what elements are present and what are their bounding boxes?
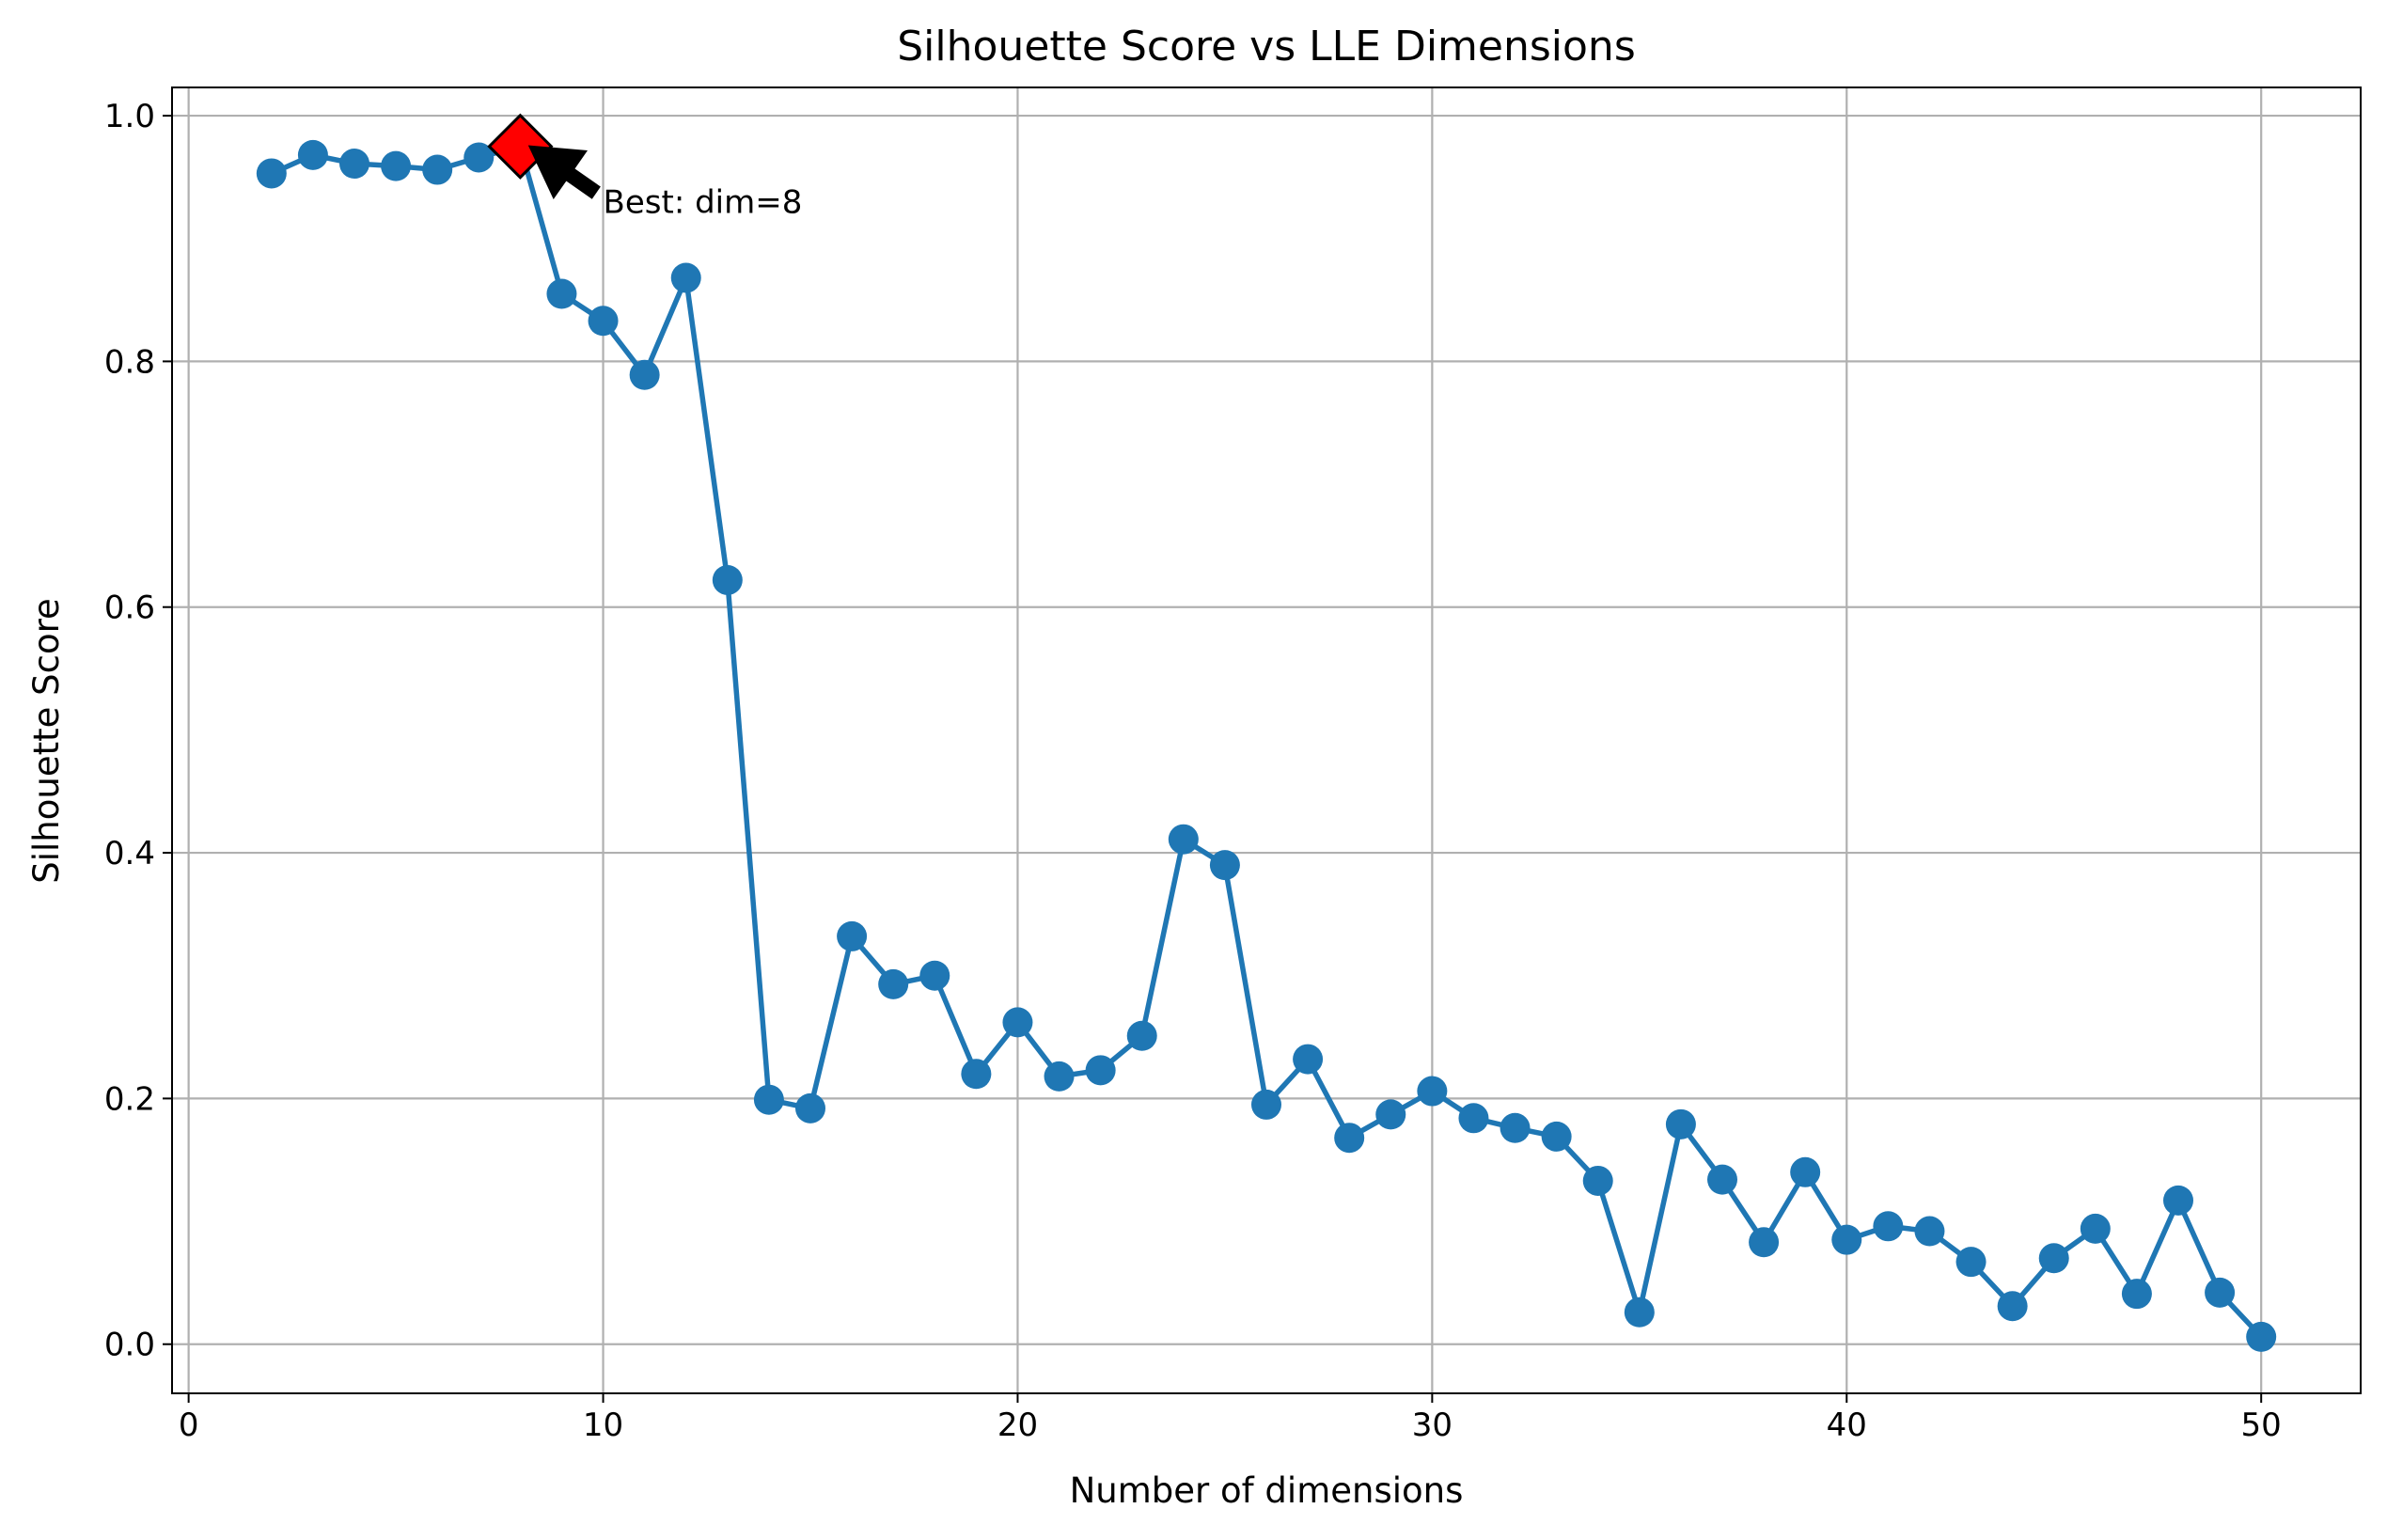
grid [172, 87, 2361, 1393]
data-point [1582, 1165, 1613, 1196]
data-point [1873, 1211, 1904, 1242]
y-tick-label: 0.4 [104, 835, 155, 872]
data-point [1665, 1108, 1696, 1139]
data-point [2205, 1277, 2236, 1308]
data-point [712, 564, 743, 595]
data-point [546, 278, 577, 309]
data-point [1997, 1291, 2028, 1322]
data-point [588, 306, 619, 337]
data-point [1458, 1103, 1489, 1134]
data-point [878, 968, 909, 999]
data-point [2080, 1213, 2111, 1244]
data-point [1375, 1099, 1406, 1130]
plot-area-frame [171, 86, 2362, 1394]
y-tick-label: 0.6 [104, 589, 155, 627]
data-point [2163, 1185, 2193, 1216]
data-point [1126, 1020, 1157, 1051]
data-point [297, 139, 328, 170]
data-point [1541, 1121, 1572, 1152]
x-axis-label: Number of dimensions [1070, 1470, 1464, 1511]
data-point [1085, 1055, 1116, 1086]
data-point [2038, 1243, 2069, 1274]
y-tick-label: 1.0 [104, 98, 155, 135]
data-point [1168, 824, 1199, 855]
data-point [1251, 1089, 1281, 1120]
data-point [1831, 1224, 1862, 1255]
best-point-marker [487, 113, 554, 180]
x-tick-label: 40 [1827, 1406, 1867, 1444]
data-point [1209, 850, 1240, 881]
x-tick-label: 50 [2241, 1406, 2282, 1444]
x-tick-label: 30 [1412, 1406, 1453, 1444]
data-point [1500, 1112, 1531, 1143]
data-point [1044, 1061, 1075, 1092]
x-tick-label: 0 [179, 1406, 199, 1444]
data-point [2246, 1321, 2277, 1352]
data-point [1334, 1123, 1365, 1154]
data-point [339, 149, 369, 180]
data-point [1707, 1164, 1737, 1195]
chart-title: Silhouette Score vs LLE Dimensions [897, 23, 1636, 71]
data-point [753, 1084, 784, 1115]
best-point-layer [487, 113, 601, 199]
data-point [1293, 1044, 1324, 1075]
data-point [381, 150, 412, 181]
data-point [795, 1092, 825, 1124]
x-tick-label: 10 [583, 1406, 623, 1444]
data-point [422, 154, 453, 185]
data-point [1955, 1247, 1987, 1278]
data-point [2121, 1279, 2152, 1310]
best-annotation-arrow [527, 145, 601, 199]
data-point [919, 960, 950, 991]
data-point [670, 262, 701, 293]
y-tick-label: 0.0 [104, 1327, 155, 1364]
data-point [1417, 1076, 1448, 1107]
data-point [463, 142, 495, 173]
x-tick-label: 20 [997, 1406, 1038, 1444]
data-point [1749, 1227, 1780, 1258]
data-point [629, 359, 660, 390]
y-tick-label: 0.2 [104, 1080, 155, 1118]
best-annotation-text: Best: dim=8 [604, 184, 803, 222]
data-point [1002, 1007, 1033, 1038]
data-point [837, 920, 868, 951]
y-axis-label: Silhouette Score [26, 598, 67, 884]
data-point [256, 158, 287, 189]
data-point [1790, 1156, 1821, 1187]
data-point [961, 1059, 992, 1090]
axis-ticks: 0 10 20 30 40 50 0.0 0.2 0.4 0.6 0.8 1.0 [104, 98, 2282, 1444]
y-tick-label: 0.8 [104, 343, 155, 381]
data-point [1624, 1296, 1655, 1328]
data-point [1914, 1216, 1945, 1247]
